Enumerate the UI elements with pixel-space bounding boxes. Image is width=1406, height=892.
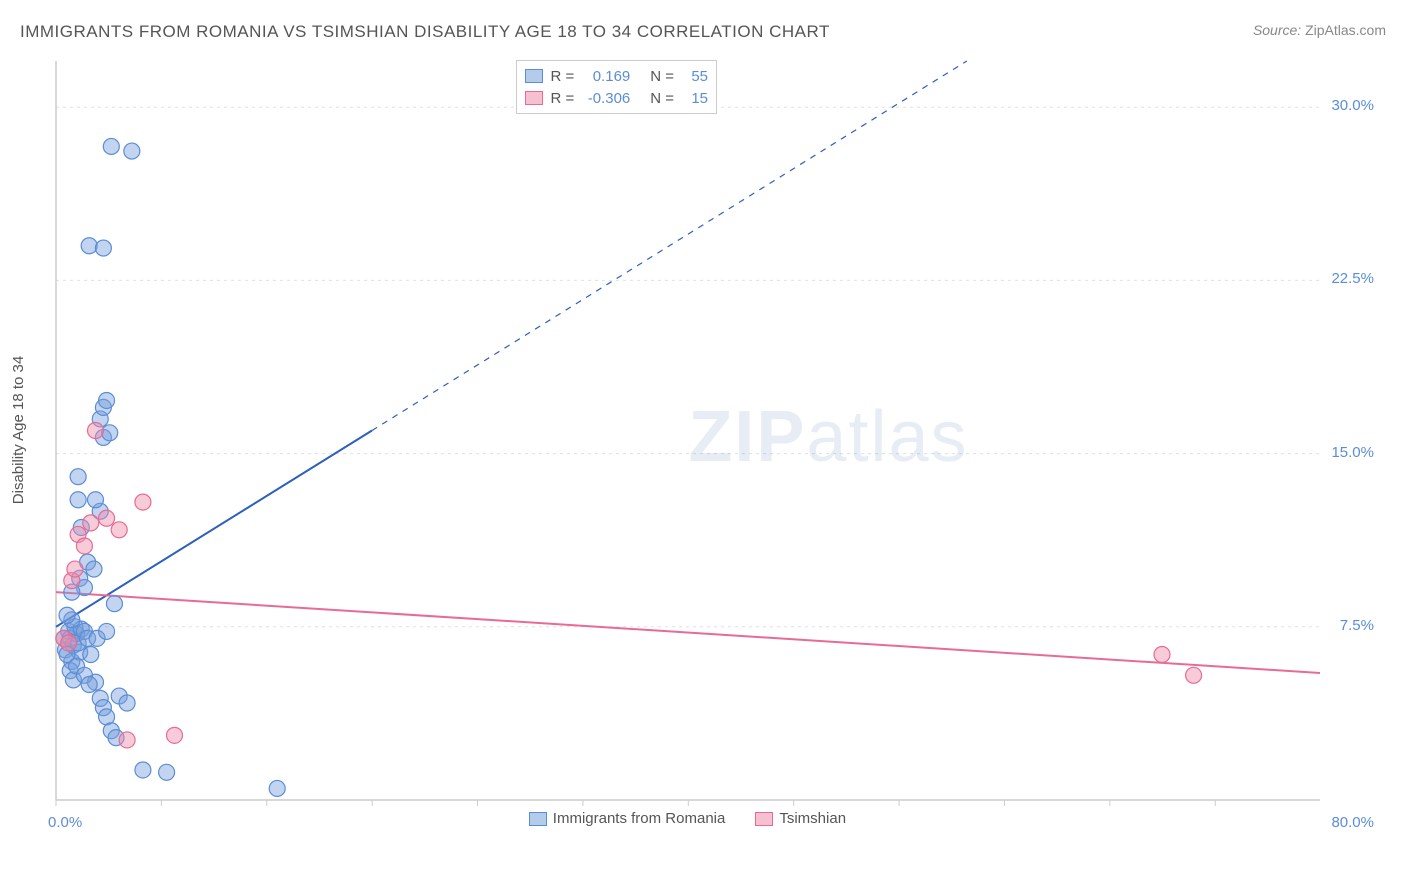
legend-label: Tsimshian — [779, 810, 846, 827]
y-tick-label: 22.5% — [1331, 270, 1374, 287]
stats-row: R =0.169N =55 — [525, 65, 709, 87]
y-axis-title: Disability Age 18 to 34 — [10, 356, 27, 504]
source-label: Source: — [1253, 22, 1301, 38]
chart-svg — [50, 55, 1380, 830]
legend-swatch — [525, 91, 543, 105]
stats-row: R =-0.306N =15 — [525, 87, 709, 109]
plot-area: 7.5%15.0%22.5%30.0%0.0%80.0%ZIPatlasR =0… — [50, 55, 1380, 830]
x-tick-label: 0.0% — [48, 814, 82, 831]
y-tick-label: 15.0% — [1331, 444, 1374, 461]
source-attribution: Source: ZipAtlas.com — [1253, 22, 1386, 38]
x-tick-label: 80.0% — [1331, 814, 1374, 831]
stats-legend: R =0.169N =55R =-0.306N =15 — [516, 60, 718, 114]
y-tick-label: 7.5% — [1340, 617, 1374, 634]
series-legend: Immigrants from Romania Tsimshian — [529, 810, 846, 827]
chart-title: IMMIGRANTS FROM ROMANIA VS TSIMSHIAN DIS… — [20, 22, 830, 42]
legend-swatch — [525, 69, 543, 83]
source-value: ZipAtlas.com — [1305, 22, 1386, 38]
legend-item: Immigrants from Romania — [529, 810, 726, 827]
legend-item: Tsimshian — [755, 810, 846, 827]
y-tick-label: 30.0% — [1331, 97, 1374, 114]
legend-swatch — [755, 812, 773, 826]
legend-swatch — [529, 812, 547, 826]
legend-label: Immigrants from Romania — [553, 810, 726, 827]
